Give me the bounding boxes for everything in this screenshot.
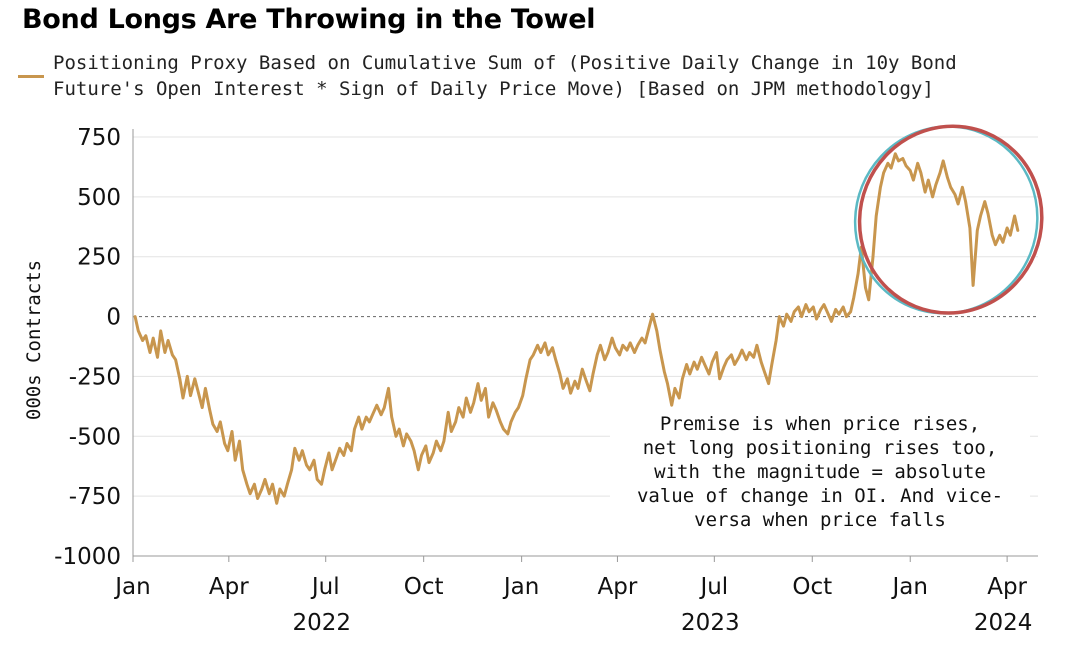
x-tick-label: Apr [598, 574, 638, 600]
annotation-line: with the magnitude = absolute [654, 461, 986, 483]
chart-title: Bond Longs Are Throwing in the Towel [22, 4, 596, 35]
legend-swatch [18, 75, 44, 78]
year-label: 2023 [681, 610, 740, 636]
highlight-ellipse [857, 124, 1044, 315]
y-tick-label: -750 [69, 484, 121, 510]
y-tick-label: -1000 [54, 544, 121, 570]
axes [132, 129, 1038, 562]
x-tick-label: Apr [209, 574, 249, 600]
y-tick-labels: 750 500 250 0 -250 -500 -750 -1000 [54, 125, 121, 570]
annotation-line: value of change in OI. And vice- [636, 485, 1004, 507]
highlight-ellipse-inner [853, 125, 1039, 315]
x-tick-label: Oct [792, 574, 832, 600]
x-tick-label: Jul [698, 574, 728, 600]
x-tick-label: Oct [404, 574, 444, 600]
y-tick-label: 250 [77, 245, 121, 271]
y-tick-label: 750 [77, 125, 121, 151]
y-tick-label: -250 [69, 364, 121, 390]
year-label: 2022 [292, 610, 351, 636]
annotation-line: versa when price falls [694, 509, 946, 531]
y-tick-label: 0 [106, 305, 121, 331]
series-line [133, 152, 1020, 505]
x-tick-label: Jan [502, 574, 539, 600]
annotation-line: net long positioning rises too, [642, 437, 998, 459]
x-tick-label: Jul [310, 574, 340, 600]
annotation-text: Premise is when price rises, net long pos… [610, 410, 1030, 534]
year-labels: 2022 2023 2024 [292, 610, 1032, 636]
y-tick-label: -500 [69, 424, 121, 450]
annotation-line: Premise is when price rises, [659, 413, 981, 435]
x-tick-labels: Jan Apr Jul Oct Jan Apr Jul Oct Jan Apr [113, 574, 1027, 600]
year-label: 2024 [974, 610, 1033, 636]
series-layer [133, 152, 1020, 505]
y-axis-title: 000s Contracts [23, 260, 45, 420]
legend-entry-label: Positioning Proxy Based on Cumulative Su… [53, 52, 957, 100]
y-tick-label: 500 [77, 185, 121, 211]
x-tick-label: Apr [987, 574, 1027, 600]
x-tick-label: Jan [891, 574, 928, 600]
highlight-layer [853, 124, 1044, 315]
x-tick-label: Jan [113, 574, 150, 600]
